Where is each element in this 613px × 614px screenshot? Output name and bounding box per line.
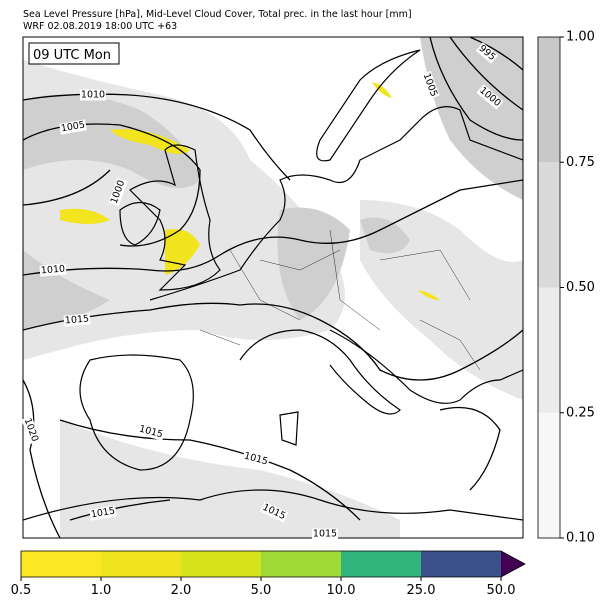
colorbar-extend [501, 551, 525, 577]
title: Sea Level Pressure [hPa], Mid-Level Clou… [23, 9, 412, 20]
colorbar-tick-label: 25.0 [407, 583, 436, 598]
colorbar-tick-label: 0.10 [566, 531, 595, 546]
subtitle: WRF 02.08.2019 18:00 UTC +63 [23, 21, 177, 32]
isobar-label-bg [136, 423, 166, 441]
precip-colorbar: 0.5 1.0 2.0 5.0 10.0 25.0 50.0 [11, 550, 526, 598]
colorbar-frame [20, 550, 526, 578]
isobar-label-bg [59, 119, 87, 135]
isobar-label: 1015 [313, 529, 337, 540]
colorbar-tick-label: 50.0 [487, 583, 516, 598]
isobar-label: 1015 [90, 505, 116, 520]
isobar-label-bg [475, 42, 499, 64]
colorbar-segment [261, 551, 341, 577]
isobar-label-bg [420, 70, 440, 100]
colorbar-tick-label: 0.75 [566, 155, 595, 170]
isobar-label: 1010 [81, 90, 105, 101]
colorbar-tick-label: 10.0 [327, 583, 356, 598]
isobar-label-bg [241, 450, 271, 468]
colorbar-tick-label: 1.0 [91, 583, 112, 598]
colorbar-segment [538, 412, 560, 538]
colorbar-segment [538, 162, 560, 288]
time-label: 09 UTC Mon [33, 48, 111, 63]
colorbar-segment [181, 551, 261, 577]
isobar-label-bg [79, 89, 107, 101]
isobar-label-bg [89, 505, 117, 521]
colorbar-segment [421, 551, 501, 577]
colorbar-segment [101, 551, 181, 577]
isobar-label-bg [311, 528, 339, 540]
isobar-label-bg [63, 313, 91, 327]
isobar-label: 1005 [60, 119, 86, 134]
colorbar-tick-label: 0.25 [566, 405, 595, 420]
colorbar-tick-label: 0.5 [11, 583, 32, 598]
colorbar-tick-label: 5.0 [251, 583, 272, 598]
cloud-colorbar: 0.10 0.25 0.50 0.75 1.00 [537, 30, 595, 546]
colorbar-segment [538, 287, 560, 413]
colorbar-segment [538, 37, 560, 163]
isobar-label: 1010 [40, 263, 65, 276]
colorbar-tick-label: 2.0 [171, 583, 192, 598]
isobar-label-bg [21, 415, 41, 445]
isobar-label-bg [108, 177, 128, 207]
isobar-label-bg [39, 263, 67, 277]
colorbar-tick-label: 0.50 [566, 280, 595, 295]
isobar-label-bg [259, 501, 289, 523]
isobar-label-bg [476, 84, 504, 110]
colorbar-segment [341, 551, 421, 577]
colorbar-tick-label: 1.00 [566, 30, 595, 45]
colorbar-segment [21, 551, 101, 577]
isobar-label: 1015 [64, 313, 89, 326]
